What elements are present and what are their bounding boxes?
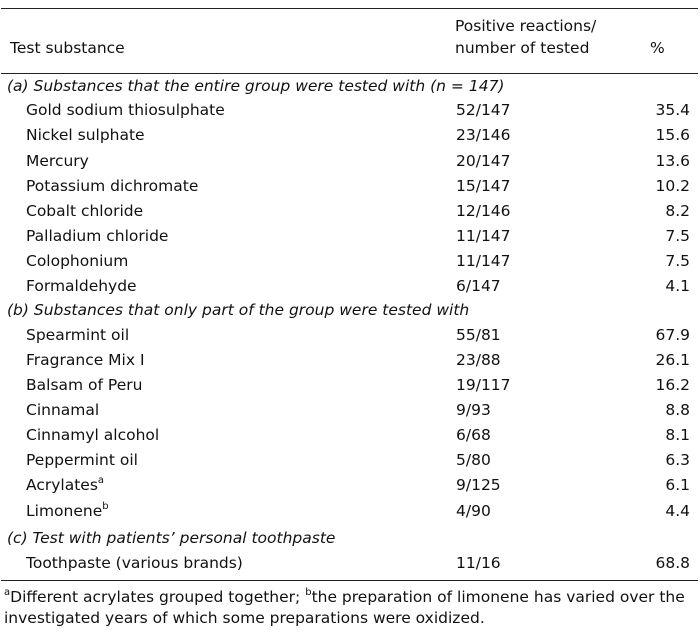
section-a-label-post: = 147): [446, 77, 505, 95]
percent-cell: 7.5: [665, 227, 690, 245]
substance-cell: Cobalt chloride: [26, 202, 144, 220]
substance-cell: Cinnamal: [26, 401, 100, 419]
ratio-cell: 11/16: [456, 554, 501, 572]
section-c-label: (c) Test with patients’ personal toothpa…: [7, 529, 336, 547]
percent-cell: 13.6: [655, 152, 690, 170]
table-row: Fragrance Mix I 23/88 26.1: [0, 350, 700, 375]
percent-cell: 8.2: [665, 202, 690, 220]
footnote-marker-b: b: [102, 500, 109, 512]
footnote-text-a: Different acrylates grouped together;: [10, 588, 306, 606]
ratio-cell: 20/147: [456, 152, 511, 170]
header-positive-line1: Positive reactions/: [455, 17, 597, 35]
ratio-cell: 23/146: [456, 126, 511, 144]
section-a-label-pre: (a) Substances that the entire group wer…: [7, 77, 437, 95]
table-row: Formaldehyde 6/147 4.1: [0, 276, 700, 301]
table-row: Gold sodium thiosulphate 52/147 35.4: [0, 100, 700, 125]
header-positive-reactions: Positive reactions/ number of tested: [455, 15, 596, 59]
ratio-cell: 6/147: [456, 277, 501, 295]
table-row: Spearmint oil 55/81 67.9: [0, 325, 700, 350]
ratio-cell: 12/146: [456, 202, 511, 220]
substance-name: Limonene: [26, 502, 103, 520]
substance-cell: Balsam of Peru: [26, 376, 143, 394]
table-row: Acrylatesa 9/125 6.1: [0, 475, 700, 500]
table-row: Colophonium 11/147 7.5: [0, 251, 700, 276]
ratio-cell: 5/80: [456, 451, 491, 469]
section-a-label-n: n: [436, 77, 446, 95]
table-row: Potassium dichromate 15/147 10.2: [0, 176, 700, 201]
ratio-cell: 11/147: [456, 252, 511, 270]
substance-cell: Gold sodium thiosulphate: [26, 101, 225, 119]
table-row: Peppermint oil 5/80 6.3: [0, 450, 700, 475]
table-row: Cinnamal 9/93 8.8: [0, 400, 700, 425]
substance-cell: Fragrance Mix I: [26, 351, 145, 369]
substance-cell: Nickel sulphate: [26, 126, 145, 144]
table-row: Cinnamyl alcohol 6/68 8.1: [0, 425, 700, 450]
ratio-cell: 11/147: [456, 227, 511, 245]
table-row: Palladium chloride 11/147 7.5: [0, 226, 700, 251]
substance-cell: Palladium chloride: [26, 227, 169, 245]
footnote-marker-a: a: [97, 474, 105, 486]
substance-cell: Mercury: [26, 152, 89, 170]
table-row: Nickel sulphate 23/146 15.6: [0, 125, 700, 150]
percent-cell: 15.6: [655, 126, 690, 144]
percent-cell: 8.8: [665, 401, 690, 419]
footnote-sup-b: b: [305, 586, 312, 598]
percent-cell: 4.4: [665, 502, 690, 520]
ratio-cell: 23/88: [456, 351, 501, 369]
percent-cell: 26.1: [655, 351, 690, 369]
header-bottom-rule: [1, 73, 698, 74]
table-row: Balsam of Peru 19/117 16.2: [0, 375, 700, 400]
substance-cell: Acrylatesa: [26, 475, 104, 495]
ratio-cell: 9/93: [456, 401, 491, 419]
ratio-cell: 52/147: [456, 101, 511, 119]
substance-cell: Limoneneb: [26, 501, 109, 521]
substance-cell: Formaldehyde: [26, 277, 137, 295]
table-top-rule: [1, 8, 698, 9]
table-row: Cobalt chloride 12/146 8.2: [0, 201, 700, 226]
percent-cell: 6.1: [665, 476, 690, 494]
footnote-sup-a: a: [4, 586, 11, 598]
table-row: Toothpaste (various brands) 11/16 68.8: [0, 553, 700, 578]
ratio-cell: 15/147: [456, 177, 511, 195]
percent-cell: 67.9: [655, 326, 690, 344]
footnote-text-b: the preparation of limonene has varied o…: [4, 588, 685, 627]
percent-cell: 68.8: [655, 554, 690, 572]
ratio-cell: 55/81: [456, 326, 501, 344]
substance-cell: Potassium dichromate: [26, 177, 199, 195]
table-row: Limoneneb 4/90 4.4: [0, 501, 700, 526]
table-footnote: aDifferent acrylates grouped together; b…: [4, 587, 698, 629]
percent-cell: 4.1: [665, 277, 690, 295]
substance-name: Acrylates: [26, 476, 98, 494]
table-row: Mercury 20/147 13.6: [0, 151, 700, 176]
ratio-cell: 4/90: [456, 502, 491, 520]
substance-cell: Toothpaste (various brands): [26, 554, 243, 572]
ratio-cell: 19/117: [456, 376, 511, 394]
table-bottom-rule: [1, 580, 698, 581]
percent-cell: 7.5: [665, 252, 690, 270]
ratio-cell: 9/125: [456, 476, 501, 494]
ratio-cell: 6/68: [456, 426, 491, 444]
percent-cell: 8.1: [665, 426, 690, 444]
percent-cell: 10.2: [655, 177, 690, 195]
substance-cell: Cinnamyl alcohol: [26, 426, 160, 444]
section-b-label: (b) Substances that only part of the gro…: [7, 301, 470, 319]
header-positive-line2: number of tested: [455, 39, 590, 57]
header-test-substance: Test substance: [10, 39, 125, 57]
substance-cell: Colophonium: [26, 252, 129, 270]
header-percent: %: [650, 39, 665, 57]
substance-cell: Spearmint oil: [26, 326, 130, 344]
percent-cell: 6.3: [665, 451, 690, 469]
percent-cell: 16.2: [655, 376, 690, 394]
section-a-label: (a) Substances that the entire group wer…: [7, 76, 504, 96]
percent-cell: 35.4: [655, 101, 690, 119]
substance-cell: Peppermint oil: [26, 451, 138, 469]
